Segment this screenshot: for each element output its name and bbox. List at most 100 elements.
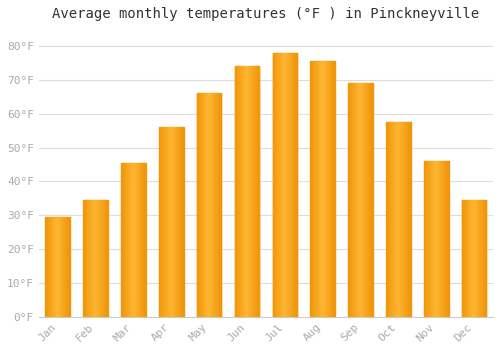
Bar <box>432 161 433 317</box>
Bar <box>272 53 273 317</box>
Bar <box>310 61 311 317</box>
Bar <box>216 93 217 317</box>
Bar <box>332 61 333 317</box>
Bar <box>210 93 211 317</box>
Bar <box>178 127 180 317</box>
Bar <box>164 127 165 317</box>
Bar <box>256 66 257 317</box>
Bar <box>67 217 68 317</box>
Bar <box>470 200 471 317</box>
Bar <box>202 93 203 317</box>
Bar <box>220 93 221 317</box>
Bar <box>286 53 288 317</box>
Bar <box>144 163 145 317</box>
Bar <box>283 53 284 317</box>
Bar <box>478 200 479 317</box>
Bar <box>257 66 258 317</box>
Bar <box>86 200 87 317</box>
Bar <box>54 217 56 317</box>
Bar <box>291 53 292 317</box>
Bar <box>249 66 250 317</box>
Bar <box>182 127 183 317</box>
Bar <box>369 83 370 317</box>
Bar <box>142 163 144 317</box>
Bar <box>329 61 330 317</box>
Bar <box>292 53 293 317</box>
Bar <box>242 66 244 317</box>
Bar <box>206 93 208 317</box>
Bar <box>100 200 101 317</box>
Bar <box>430 161 432 317</box>
Bar <box>402 122 404 317</box>
Bar <box>392 122 393 317</box>
Bar <box>289 53 290 317</box>
Bar <box>463 200 464 317</box>
Bar <box>57 217 58 317</box>
Bar <box>437 161 438 317</box>
Bar <box>52 217 53 317</box>
Bar <box>253 66 254 317</box>
Bar <box>255 66 256 317</box>
Bar <box>409 122 410 317</box>
Bar <box>275 53 276 317</box>
Bar <box>248 66 249 317</box>
Bar <box>211 93 212 317</box>
Bar <box>281 53 282 317</box>
Bar <box>317 61 318 317</box>
Bar <box>221 93 222 317</box>
Bar <box>94 200 95 317</box>
Bar <box>60 217 61 317</box>
Bar <box>136 163 137 317</box>
Bar <box>372 83 373 317</box>
Bar <box>200 93 201 317</box>
Bar <box>312 61 313 317</box>
Bar <box>480 200 481 317</box>
Bar <box>322 61 324 317</box>
Bar <box>442 161 443 317</box>
Bar <box>293 53 294 317</box>
Bar <box>183 127 184 317</box>
Bar <box>362 83 363 317</box>
Bar <box>282 53 283 317</box>
Bar <box>290 53 291 317</box>
Bar <box>88 200 89 317</box>
Bar <box>124 163 125 317</box>
Bar <box>66 217 67 317</box>
Bar <box>408 122 409 317</box>
Bar <box>471 200 472 317</box>
Bar <box>330 61 332 317</box>
Bar <box>407 122 408 317</box>
Bar <box>280 53 281 317</box>
Bar <box>474 200 476 317</box>
Bar <box>472 200 473 317</box>
Bar <box>239 66 240 317</box>
Bar <box>361 83 362 317</box>
Bar <box>469 200 470 317</box>
Bar <box>181 127 182 317</box>
Bar <box>363 83 364 317</box>
Bar <box>240 66 241 317</box>
Bar <box>61 217 62 317</box>
Bar <box>169 127 170 317</box>
Bar <box>360 83 361 317</box>
Bar <box>172 127 173 317</box>
Bar <box>161 127 162 317</box>
Bar <box>59 217 60 317</box>
Bar <box>364 83 365 317</box>
Bar <box>159 127 160 317</box>
Bar <box>236 66 237 317</box>
Bar <box>358 83 360 317</box>
Bar <box>476 200 477 317</box>
Bar <box>424 161 425 317</box>
Bar <box>445 161 446 317</box>
Bar <box>105 200 106 317</box>
Bar <box>133 163 134 317</box>
Bar <box>141 163 142 317</box>
Bar <box>328 61 329 317</box>
Bar <box>218 93 219 317</box>
Bar <box>348 83 349 317</box>
Bar <box>123 163 124 317</box>
Bar <box>98 200 100 317</box>
Bar <box>241 66 242 317</box>
Bar <box>429 161 430 317</box>
